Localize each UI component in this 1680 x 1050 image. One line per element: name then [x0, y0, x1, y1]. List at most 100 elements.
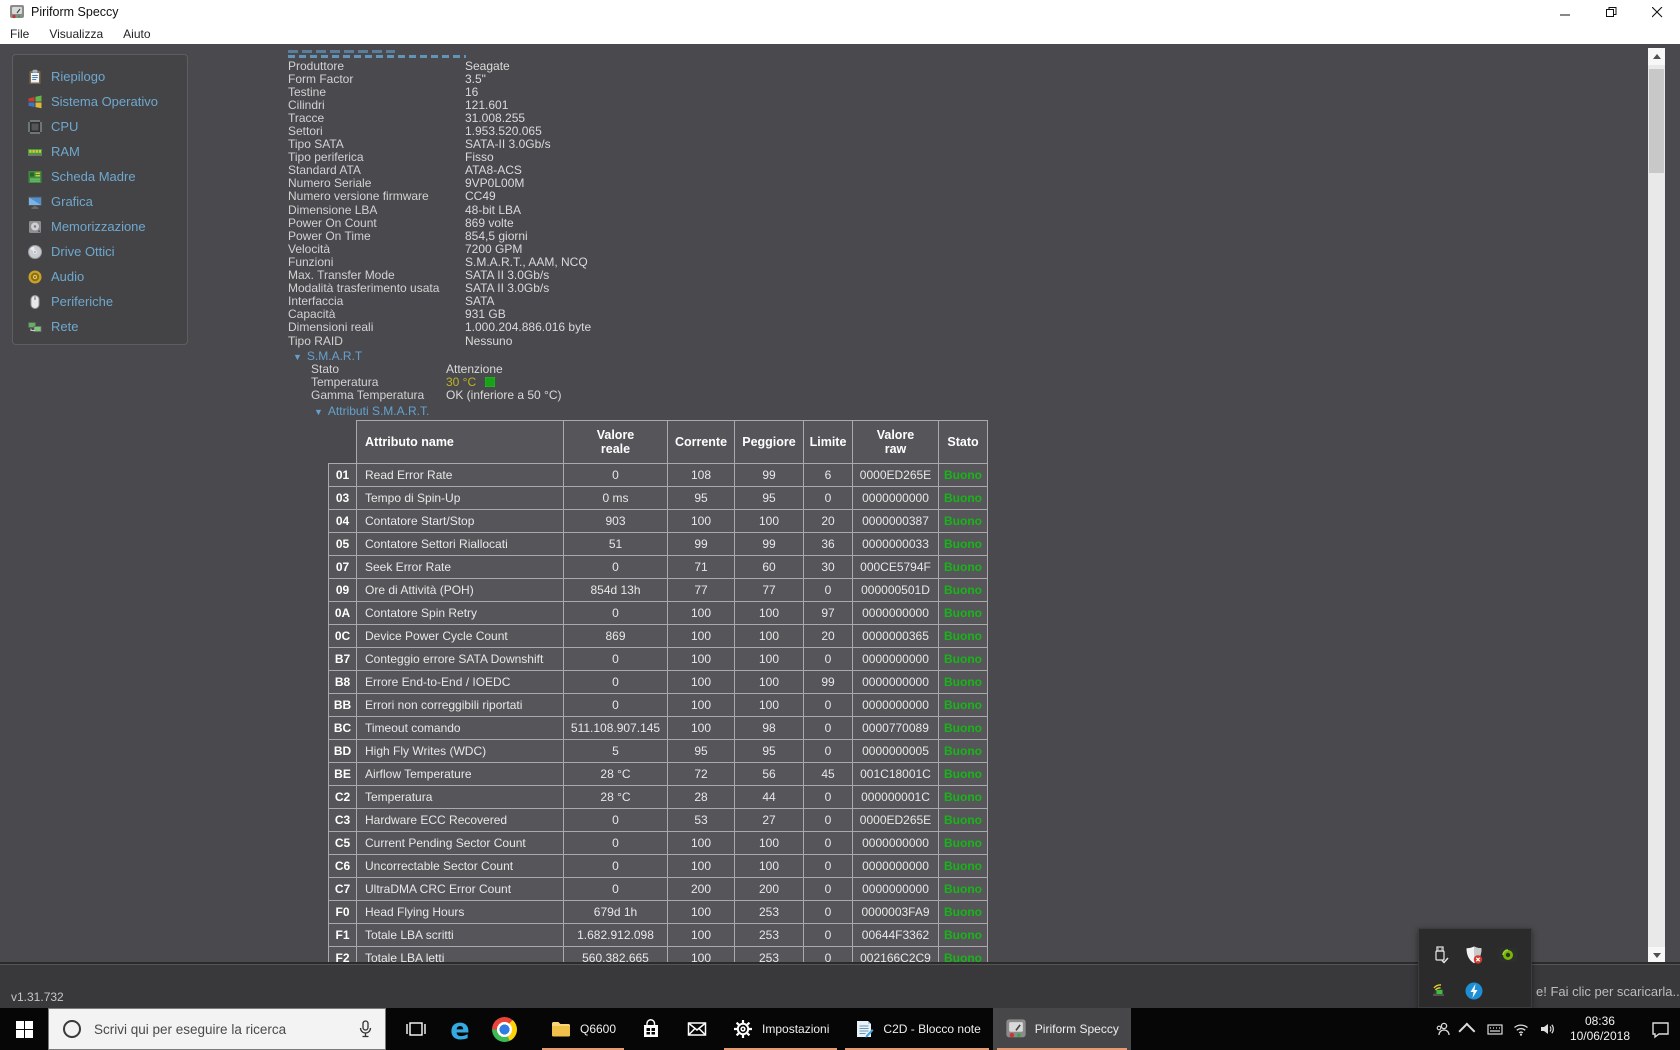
- scroll-up-button[interactable]: [1648, 48, 1665, 65]
- detail-value: SATA: [465, 294, 495, 309]
- attr-raw-value: 0000000000: [852, 693, 939, 717]
- attr-real-value: 0: [563, 854, 668, 878]
- sidebar-item[interactable]: Riepilogo: [13, 64, 187, 89]
- people-icon[interactable]: [1430, 1008, 1456, 1050]
- attr-status: Buono: [938, 739, 988, 763]
- scroll-down-button[interactable]: [1648, 947, 1665, 964]
- attr-limit: 20: [803, 509, 853, 533]
- detail-value: 869 volte: [465, 215, 514, 230]
- menu-item[interactable]: Aiuto: [123, 27, 151, 41]
- smart-attributes-header[interactable]: ▼ Attributi S.M.A.R.T.: [314, 404, 430, 418]
- attr-real-value: 0: [563, 808, 668, 832]
- scrollbar-thumb[interactable]: [1649, 69, 1664, 173]
- sidebar-item[interactable]: Rete: [13, 314, 187, 339]
- attr-raw-value: 0000000033: [852, 532, 939, 556]
- menu-item[interactable]: File: [10, 27, 30, 41]
- start-button[interactable]: [0, 1008, 48, 1050]
- minimize-button[interactable]: [1542, 0, 1588, 24]
- chrome-browser-icon[interactable]: [482, 1008, 526, 1050]
- taskbar-app-button[interactable]: Piriform Speccy: [992, 1008, 1131, 1050]
- taskbar-app-button[interactable]: [674, 1008, 720, 1050]
- table-row: C6 Uncorrectable Sector Count 0 100 100 …: [328, 854, 988, 878]
- volume-icon[interactable]: [1534, 1008, 1560, 1050]
- attr-limit: 6: [803, 463, 853, 487]
- taskbar-app-button[interactable]: C2D - Blocco note: [841, 1008, 992, 1050]
- wifi-icon[interactable]: [1508, 1008, 1534, 1050]
- title-bar: Piriform Speccy: [0, 0, 1680, 24]
- detail-label: Power On Time: [288, 228, 371, 243]
- taskbar-clock[interactable]: 08:36 10/06/2018: [1560, 1014, 1640, 1044]
- collapse-arrow-icon: ▼: [314, 407, 323, 417]
- menu-item[interactable]: Visualizza: [49, 27, 104, 41]
- col-header-current: Corrente: [667, 420, 735, 464]
- attr-status: Buono: [938, 877, 988, 901]
- smart-info-value: 30 °C: [446, 374, 477, 389]
- taskbar-app-button[interactable]: [628, 1008, 674, 1050]
- attr-id: F0: [328, 900, 357, 924]
- touch-keyboard-icon[interactable]: [1482, 1008, 1508, 1050]
- detail-row: Cilindri 121.601: [288, 98, 591, 112]
- thunderbolt-icon[interactable]: [1457, 973, 1491, 1009]
- hdd-icon: [27, 219, 43, 235]
- detail-row: Funzioni S.M.A.R.T., AAM, NCQ: [288, 255, 591, 269]
- attr-name: Ore di Attività (POH): [356, 578, 564, 602]
- sidebar-item[interactable]: Grafica: [13, 189, 187, 214]
- table-row: 05 Contatore Settori Riallocati 51 99 99…: [328, 532, 988, 556]
- net-adapter-icon[interactable]: [1423, 973, 1457, 1009]
- scroll-down-icon: [1652, 953, 1661, 958]
- sidebar-item[interactable]: Scheda Madre: [13, 164, 187, 189]
- attr-real-value: 0: [563, 601, 668, 625]
- attr-id: BB: [328, 693, 357, 717]
- restore-button[interactable]: [1588, 0, 1634, 24]
- attr-limit: 0: [803, 578, 853, 602]
- attr-real-value: 0: [563, 670, 668, 694]
- usb-icon[interactable]: [1423, 937, 1457, 973]
- microphone-icon[interactable]: [358, 1020, 373, 1038]
- sidebar-item[interactable]: Memorizzazione: [13, 214, 187, 239]
- table-row: C5 Current Pending Sector Count 0 100 10…: [328, 831, 988, 855]
- clock-date: 10/06/2018: [1569, 1029, 1630, 1043]
- detail-label: Testine: [288, 84, 327, 99]
- attr-current: 100: [667, 923, 735, 947]
- sidebar-item[interactable]: Periferiche: [13, 289, 187, 314]
- attr-limit: 0: [803, 693, 853, 717]
- sidebar-item[interactable]: Drive Ottici: [13, 239, 187, 264]
- close-button[interactable]: [1634, 0, 1680, 24]
- search-input[interactable]: Scrivi qui per eseguire la ricerca: [48, 1008, 386, 1050]
- attr-worst: 27: [734, 808, 804, 832]
- tray-expand-chevron[interactable]: [1456, 1008, 1482, 1050]
- attr-limit: 99: [803, 670, 853, 694]
- notification-toast-text[interactable]: e! Fai clic per scaricarla...: [1536, 984, 1680, 999]
- attr-id: C3: [328, 808, 357, 832]
- sidebar-item[interactable]: Audio: [13, 264, 187, 289]
- attr-status: Buono: [938, 716, 988, 740]
- taskbar-app-button[interactable]: Q6600: [538, 1008, 628, 1050]
- attr-name: Contatore Start/Stop: [356, 509, 564, 533]
- attr-limit: 0: [803, 785, 853, 809]
- attr-real-value: 903: [563, 509, 668, 533]
- nvidia-icon[interactable]: [1491, 937, 1525, 973]
- action-center-icon[interactable]: [1640, 1008, 1680, 1050]
- attr-status: Buono: [938, 463, 988, 487]
- sidebar-item[interactable]: CPU: [13, 114, 187, 139]
- attr-name: Contatore Settori Riallocati: [356, 532, 564, 556]
- sidebar-item[interactable]: RAM: [13, 139, 187, 164]
- attr-status: Buono: [938, 647, 988, 671]
- attr-limit: 0: [803, 831, 853, 855]
- defender-icon[interactable]: [1457, 937, 1491, 973]
- attr-worst: 99: [734, 463, 804, 487]
- smart-section-header[interactable]: ▼ S.M.A.R.T: [293, 349, 363, 363]
- vertical-scrollbar[interactable]: [1648, 48, 1665, 964]
- col-header-real-value: Valore reale: [563, 420, 668, 464]
- detail-value: CC49: [465, 189, 496, 204]
- attr-raw-value: 0000000000: [852, 831, 939, 855]
- attr-id: B8: [328, 670, 357, 694]
- taskbar-app-label: Piriform Speccy: [1034, 1022, 1119, 1036]
- task-view-button[interactable]: [394, 1008, 438, 1050]
- taskbar-app-button[interactable]: Impostazioni: [720, 1008, 841, 1050]
- edge-browser-icon[interactable]: e: [450, 1011, 470, 1046]
- detail-value: ATA8-ACS: [465, 163, 522, 178]
- sidebar-item[interactable]: Sistema Operativo: [13, 89, 187, 114]
- attr-status: Buono: [938, 808, 988, 832]
- attr-real-value: 28 °C: [563, 785, 668, 809]
